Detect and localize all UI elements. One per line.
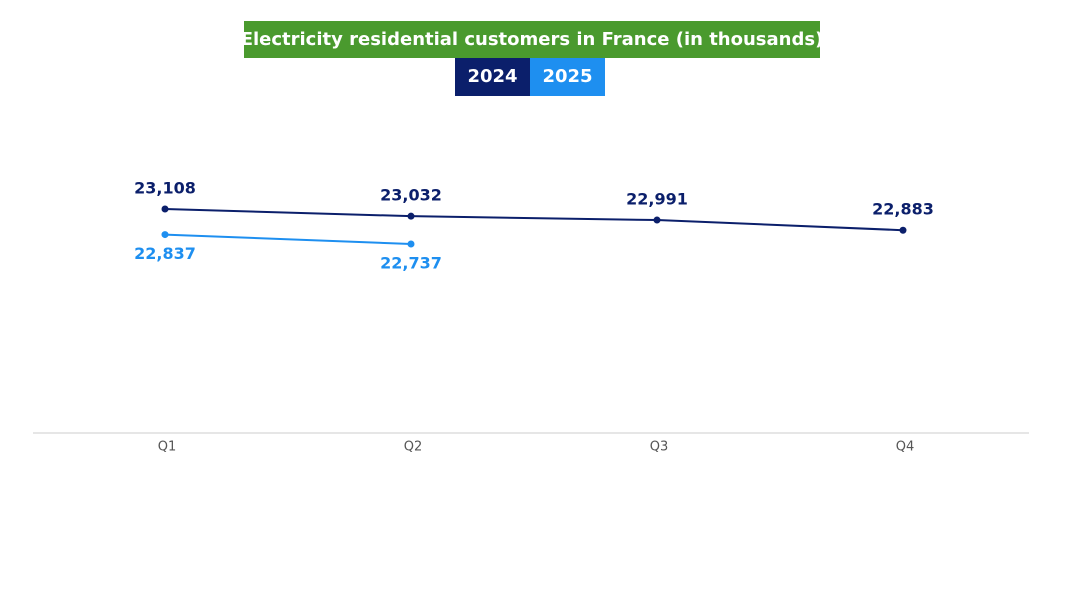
data-point [407, 212, 415, 220]
data-label: 22,837 [134, 244, 196, 263]
data-point [161, 231, 169, 239]
x-tick-label: Q2 [404, 440, 423, 455]
title-background [244, 21, 820, 58]
legend-swatch [455, 58, 530, 96]
legend-swatch [530, 58, 605, 96]
series-line [164, 208, 904, 232]
data-point [653, 216, 661, 224]
data-label: 23,108 [134, 179, 196, 198]
data-label: 23,032 [380, 186, 442, 205]
data-point [407, 240, 415, 248]
legend-label: 2024 [467, 66, 517, 87]
data-label: 22,737 [380, 254, 442, 273]
legend-label: 2025 [542, 66, 592, 87]
x-tick-label: Q3 [650, 440, 669, 455]
data-label: 22,883 [872, 200, 934, 219]
data-point [899, 226, 907, 234]
data-label: 22,991 [626, 190, 688, 209]
series-line [164, 233, 412, 245]
x-tick-label: Q4 [896, 440, 915, 455]
chart-title: Electricity residential customers in Fra… [241, 29, 824, 50]
data-point [161, 205, 169, 213]
x-tick-label: Q1 [158, 440, 177, 455]
